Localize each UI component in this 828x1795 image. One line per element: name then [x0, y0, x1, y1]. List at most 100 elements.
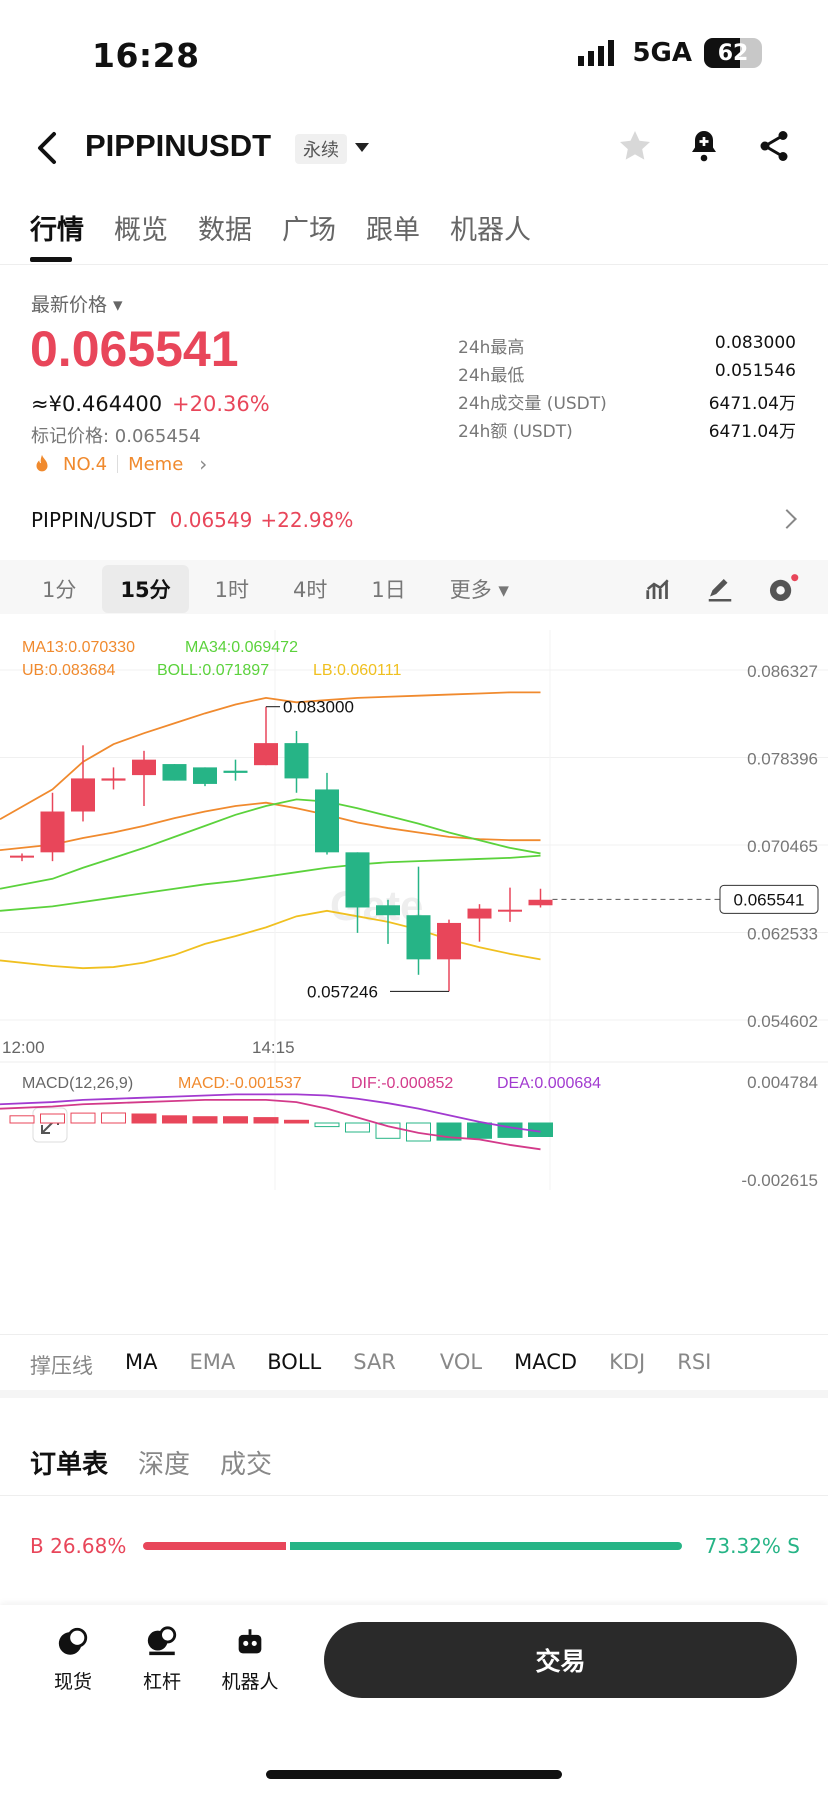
ub-line — [0, 691, 541, 821]
spot-pair-name: PIPPIN/USDT — [31, 508, 156, 532]
coin-icon — [58, 1627, 88, 1655]
candle-body — [71, 778, 95, 812]
indicator-撑压线[interactable]: 撑压线 — [30, 1354, 93, 1378]
y-tick-label: 0.062533 — [747, 925, 818, 944]
nav-spot[interactable]: 现货 — [33, 1625, 113, 1694]
low-marker-label: 0.057246 — [307, 982, 378, 1001]
nav-margin[interactable]: 杠杆 — [122, 1625, 202, 1694]
home-indicator[interactable] — [266, 1770, 562, 1779]
y-tick-label: 0.086327 — [747, 662, 818, 681]
tab-overview[interactable]: 概览 — [114, 215, 168, 246]
trade-button[interactable]: 交易 — [324, 1622, 797, 1698]
ma34-legend: MA34:0.069472 — [185, 639, 298, 656]
candle-body — [528, 899, 553, 906]
divider — [0, 1334, 828, 1335]
interval-1d[interactable]: 1日 — [371, 578, 406, 602]
candle-body — [162, 764, 187, 781]
main-tabs: 行情 概览 数据 广场 跟单 机器人 — [30, 208, 531, 247]
candle-body — [101, 778, 126, 781]
alert-bell-icon[interactable] — [686, 128, 722, 164]
candle-body — [223, 770, 248, 773]
tab-square[interactable]: 广场 — [282, 215, 336, 246]
signal-icon — [578, 40, 615, 66]
divider — [0, 264, 828, 265]
candle-body — [254, 743, 278, 766]
share-icon[interactable] — [756, 128, 792, 164]
stat-high: 24h最高 0.083000 — [458, 333, 796, 358]
category-label: Meme — [128, 453, 184, 475]
interval-1h[interactable]: 1时 — [214, 578, 249, 602]
indicator-ema[interactable]: EMA — [189, 1350, 236, 1374]
candle-body — [132, 759, 156, 776]
x-tick-label: 12:00 — [2, 1038, 45, 1057]
back-arrow-icon[interactable] — [28, 128, 68, 168]
macd-histogram-bar — [162, 1115, 187, 1124]
boll-legend: BOLL:0.071897 — [157, 662, 269, 679]
contract-tag: 永续 — [295, 134, 347, 164]
cny-price: ≈¥0.464400 — [31, 392, 163, 416]
last-price-label: 0.065541 — [734, 890, 805, 909]
tab-copy-trade[interactable]: 跟单 — [366, 215, 420, 246]
interval-1m[interactable]: 1分 — [42, 578, 77, 602]
indicator-kdj[interactable]: KDJ — [609, 1350, 646, 1374]
macd-histogram-bar — [70, 1112, 96, 1124]
chevron-right-icon: › — [199, 452, 208, 476]
candle-body — [40, 811, 65, 853]
divider — [0, 1495, 828, 1496]
spot-pair-change: +22.98% — [260, 508, 354, 532]
macd-histogram-bar — [375, 1122, 401, 1139]
stat-volume: 24h成交量 (USDT) 6471.04万 — [458, 394, 796, 414]
pair-title[interactable]: PIPPINUSDT — [85, 128, 272, 163]
indicator-boll[interactable]: BOLL — [267, 1350, 322, 1374]
indicator-tabs: 撑压线 MA EMA BOLL SAR VOL MACD KDJ RSI — [30, 1350, 743, 1380]
tab-trades[interactable]: 成交 — [220, 1450, 273, 1480]
candle-body — [437, 922, 461, 960]
tab-bot[interactable]: 机器人 — [450, 215, 531, 246]
tab-data[interactable]: 数据 — [198, 215, 252, 246]
buy-ratio: B 26.68% — [30, 1534, 127, 1558]
high-marker-label: 0.083000 — [283, 698, 354, 717]
fire-icon — [36, 454, 48, 472]
interval-15m[interactable]: 15分 — [102, 565, 189, 613]
interval-tabs: 1分 15分 1时 4时 1日 更多 ▾ — [24, 565, 535, 613]
macd-title: MACD(12,26,9) — [22, 1075, 133, 1092]
indicator-macd[interactable]: MACD — [514, 1350, 578, 1374]
star-icon[interactable] — [617, 128, 653, 164]
interval-more[interactable]: 更多 ▾ — [449, 578, 509, 602]
pair-dropdown-icon[interactable] — [355, 143, 369, 152]
macd-histogram-bar — [101, 1112, 126, 1124]
status-time: 16:28 — [92, 36, 200, 75]
spot-pair-row[interactable]: PIPPIN/USDT 0.06549 +22.98% — [31, 508, 353, 532]
ma13-line — [0, 801, 541, 852]
chart-type-icon[interactable] — [644, 574, 674, 604]
orderbook-tabs: 订单表 深度 成交 — [30, 1444, 272, 1481]
candlestick-chart[interactable]: 0.086327 0.078396 0.070465 0.062533 0.054602… — [0, 630, 828, 1330]
candle-body — [10, 855, 34, 858]
last-price-box — [719, 884, 819, 914]
dea-value: DEA:0.000684 — [497, 1075, 601, 1092]
settings-gear-icon[interactable] — [765, 572, 799, 606]
tab-orderbook[interactable]: 订单表 — [30, 1450, 109, 1480]
indicator-vol[interactable]: VOL — [439, 1350, 483, 1374]
rank-row[interactable]: NO.4 Meme › — [31, 452, 207, 476]
candle-body — [406, 915, 431, 960]
rank-number: NO.4 — [63, 453, 108, 475]
stats-panel: 24h最高 0.083000 24h最低 0.051546 24h成交量 (USDT… — [458, 333, 796, 445]
chevron-right-icon[interactable] — [777, 509, 797, 529]
tab-depth[interactable]: 深度 — [138, 1450, 191, 1480]
macd-histogram-bar — [131, 1113, 157, 1124]
y-tick-label: 0.078396 — [747, 750, 818, 769]
indicator-ma[interactable]: MA — [125, 1350, 158, 1374]
indicator-rsi[interactable]: RSI — [677, 1350, 712, 1374]
candle-body — [498, 909, 522, 912]
last-price: 0.065541 — [30, 321, 239, 377]
draw-pen-icon[interactable] — [705, 574, 735, 604]
section-gap — [0, 1390, 828, 1398]
tab-market[interactable]: 行情 — [30, 215, 84, 246]
macd-histogram-bar — [284, 1119, 309, 1124]
interval-4h[interactable]: 4时 — [292, 578, 328, 602]
nav-bot[interactable]: 机器人 — [210, 1625, 290, 1694]
candle-body — [345, 852, 370, 908]
indicator-sar[interactable]: SAR — [353, 1350, 396, 1374]
latest-price-label[interactable]: 最新价格 ▾ — [31, 294, 123, 316]
